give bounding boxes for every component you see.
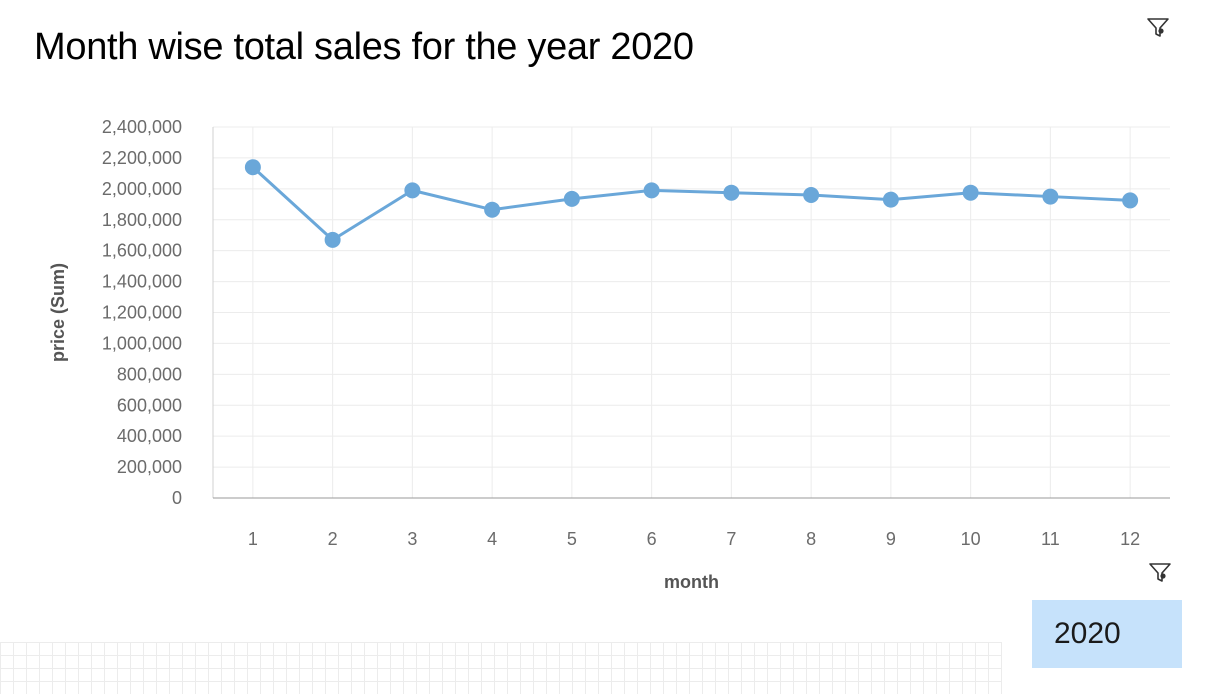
data-point[interactable] bbox=[324, 231, 341, 248]
data-point[interactable] bbox=[723, 184, 740, 201]
x-tick-label: 7 bbox=[726, 529, 736, 549]
filter-icon[interactable] bbox=[1145, 15, 1171, 41]
y-tick-label: 1,000,000 bbox=[102, 333, 182, 353]
data-point[interactable] bbox=[244, 159, 261, 176]
data-point[interactable] bbox=[803, 187, 820, 204]
x-tick-label: 10 bbox=[961, 529, 981, 549]
x-tick-label: 1 bbox=[248, 529, 258, 549]
x-tick-label: 2 bbox=[328, 529, 338, 549]
data-point[interactable] bbox=[563, 190, 580, 207]
y-tick-label: 1,400,000 bbox=[102, 272, 182, 292]
series bbox=[244, 159, 1139, 248]
data-point[interactable] bbox=[882, 191, 899, 208]
y-tick-label: 1,600,000 bbox=[102, 241, 182, 261]
y-tick-label: 2,200,000 bbox=[102, 148, 182, 168]
y-tick-label: 0 bbox=[172, 488, 182, 508]
filter-icon[interactable] bbox=[1147, 560, 1173, 586]
chart-title: Month wise total sales for the year 2020 bbox=[34, 26, 694, 68]
y-tick-label: 200,000 bbox=[117, 457, 182, 477]
axes bbox=[212, 127, 1170, 499]
data-point[interactable] bbox=[643, 182, 660, 199]
series-line bbox=[251, 166, 1131, 242]
y-axis-title: price (Sum) bbox=[48, 263, 68, 362]
y-tick-label: 400,000 bbox=[117, 426, 182, 446]
x-axis-ticks: 1 2 3 4 5 6 7 8 9 10 11 12 bbox=[248, 529, 1140, 549]
data-point[interactable] bbox=[1122, 192, 1139, 209]
y-tick-label: 1,800,000 bbox=[102, 210, 182, 230]
x-tick-label: 4 bbox=[487, 529, 497, 549]
y-tick-label: 800,000 bbox=[117, 364, 182, 384]
x-tick-label: 5 bbox=[567, 529, 577, 549]
year-filter-value[interactable]: 2020 bbox=[1032, 600, 1182, 668]
x-tick-label: 6 bbox=[647, 529, 657, 549]
data-point[interactable] bbox=[404, 182, 421, 199]
y-tick-label: 600,000 bbox=[117, 395, 182, 415]
x-tick-label: 11 bbox=[1041, 529, 1060, 549]
x-tick-label: 8 bbox=[806, 529, 816, 549]
y-tick-label: 2,000,000 bbox=[102, 179, 182, 199]
grid bbox=[213, 126, 1170, 498]
x-tick-label: 9 bbox=[886, 529, 896, 549]
y-axis-ticks: 0 200,000 400,000 600,000 800,000 1,000,000 1,… bbox=[102, 117, 182, 508]
data-point[interactable] bbox=[962, 184, 979, 201]
x-tick-label: 3 bbox=[407, 529, 417, 549]
background-grid bbox=[0, 642, 1002, 694]
x-axis-title: month bbox=[664, 572, 719, 592]
data-point[interactable] bbox=[484, 201, 501, 218]
data-point[interactable] bbox=[1042, 188, 1059, 205]
y-tick-label: 1,200,000 bbox=[102, 303, 182, 323]
x-tick-label: 12 bbox=[1120, 529, 1140, 549]
y-tick-label: 2,400,000 bbox=[102, 117, 182, 137]
